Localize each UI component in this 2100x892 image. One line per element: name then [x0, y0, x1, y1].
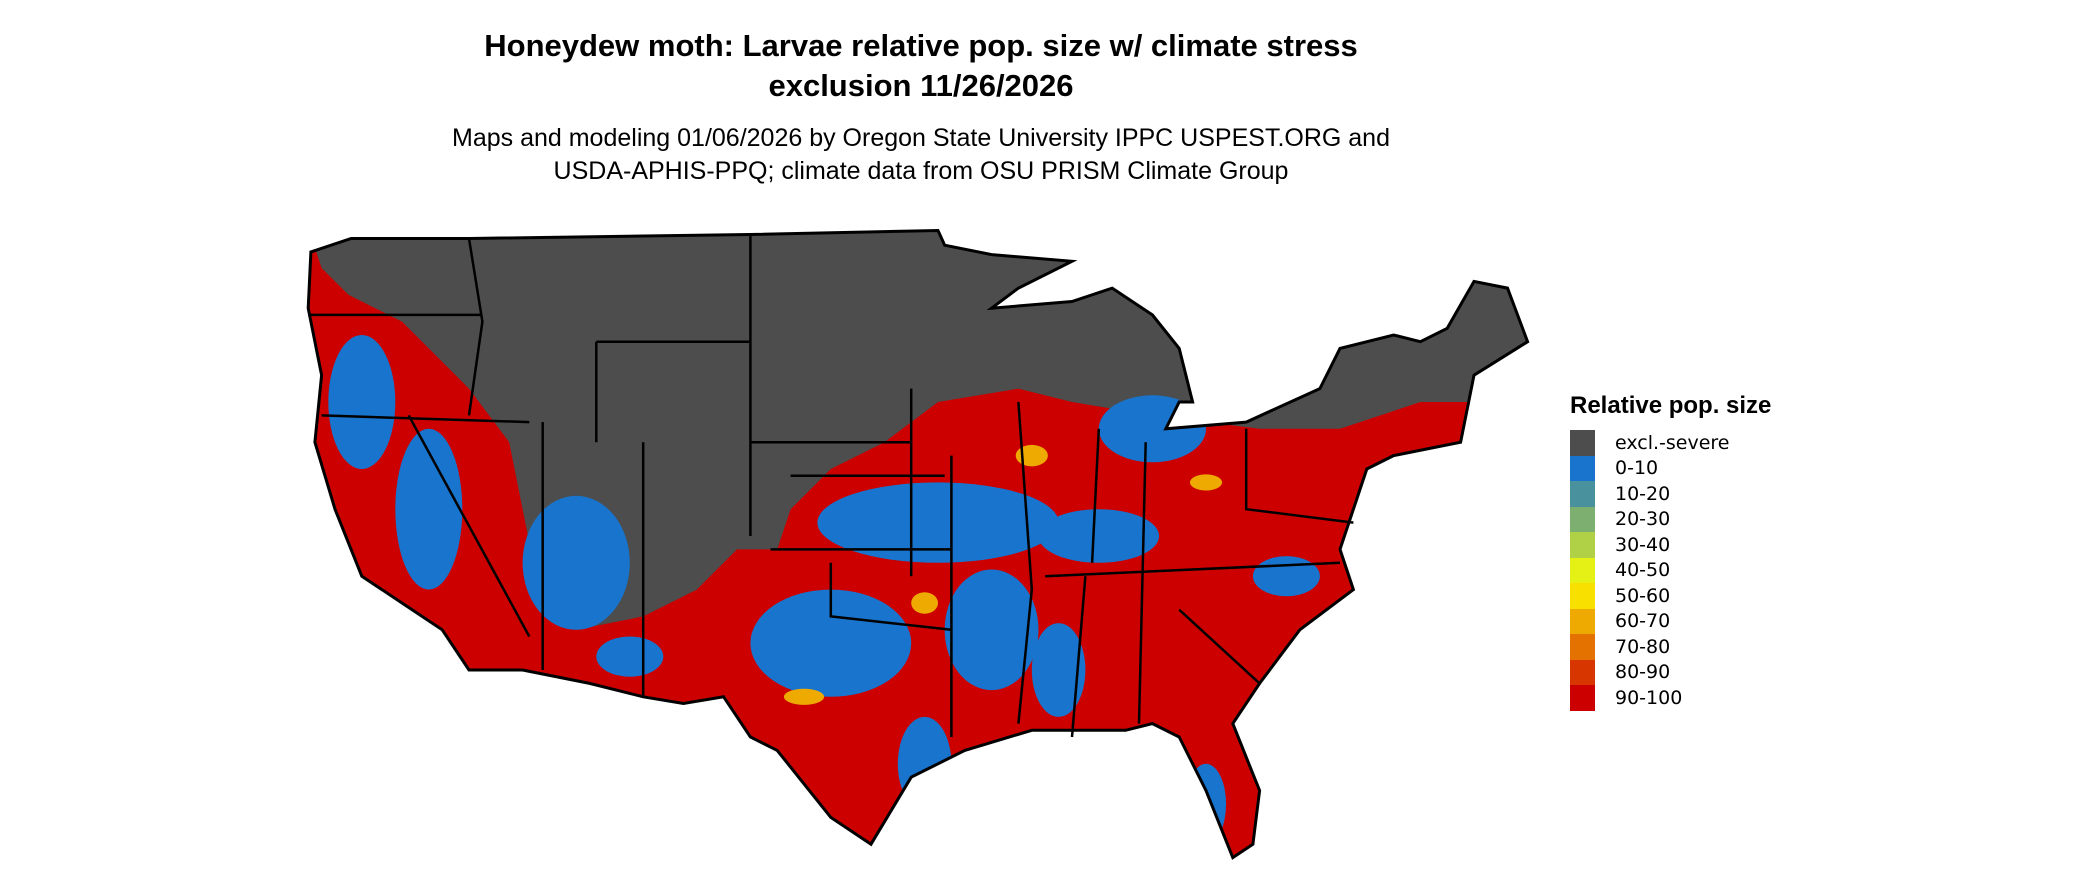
state-boundary	[467, 238, 484, 416]
legend-label: 60-70	[1615, 610, 1671, 633]
legend-swatch	[1570, 455, 1595, 481]
legend: Relative pop. size excl.-severe 0-10 10-20…	[1570, 392, 1771, 711]
legend-item: 10-20	[1570, 481, 1771, 507]
legend-swatch	[1570, 557, 1595, 583]
fill-low	[944, 569, 1039, 691]
fill-low	[596, 636, 664, 677]
state-boundary	[407, 414, 531, 638]
state-boundary	[1045, 561, 1341, 578]
legend-item: 0-10	[1570, 455, 1771, 481]
legend-label: 90-100	[1615, 686, 1683, 709]
legend-label: 20-30	[1615, 508, 1671, 531]
map-title-line1: Honeydew moth: Larvae relative pop. size…	[484, 28, 1358, 63]
legend-item: 40-50	[1570, 557, 1771, 583]
legend-swatch	[1570, 583, 1595, 609]
legend-label: 40-50	[1615, 559, 1671, 582]
fill-mid	[1189, 474, 1223, 491]
legend-label: excl.-severe	[1615, 431, 1730, 454]
map-subtitle-line2: USDA-APHIS-PPQ; climate data from OSU PR…	[553, 157, 1289, 185]
legend-item: 30-40	[1570, 532, 1771, 558]
legend-swatch	[1570, 481, 1595, 507]
state-boundary	[1178, 608, 1261, 685]
us-outline	[306, 228, 1530, 860]
fill-low	[897, 716, 952, 811]
legend-swatch	[1570, 532, 1595, 558]
legend-item: 60-70	[1570, 608, 1771, 634]
legend-label: 80-90	[1615, 661, 1671, 684]
fill-low	[1098, 395, 1206, 463]
state-boundary	[1070, 576, 1087, 738]
state-boundaries	[308, 234, 1354, 738]
fill-low	[817, 482, 1059, 563]
legend-swatch	[1570, 685, 1595, 711]
fill-low	[328, 335, 396, 469]
legend-swatch	[1570, 430, 1595, 456]
legend-swatch	[1570, 506, 1595, 532]
legend-item: 90-100	[1570, 685, 1771, 711]
legend-item: 70-80	[1570, 634, 1771, 660]
legend-label: 10-20	[1615, 482, 1671, 505]
map-subtitle-line1: Maps and modeling 01/06/2026 by Oregon S…	[452, 124, 1390, 152]
state-boundary	[1244, 428, 1354, 524]
map-title-line2: exclusion 11/26/2026	[768, 68, 1074, 103]
legend-label: 70-80	[1615, 635, 1671, 658]
fill-low	[395, 428, 463, 590]
legend-label: 50-60	[1615, 584, 1671, 607]
fill-mid	[911, 592, 938, 614]
state-boundary	[1137, 442, 1147, 724]
state-boundary	[829, 562, 952, 632]
state-boundary	[1017, 401, 1034, 724]
fill-low	[1038, 509, 1160, 563]
legend-swatch	[1570, 608, 1595, 634]
legend-swatch	[1570, 634, 1595, 660]
state-boundary	[1090, 428, 1101, 563]
legend-swatch	[1570, 659, 1595, 685]
legend-label: 0-10	[1615, 457, 1659, 480]
state-boundary	[321, 414, 530, 424]
legend-item: 50-60	[1570, 583, 1771, 609]
legend-label: 30-40	[1615, 533, 1671, 556]
legend-item: 80-90	[1570, 659, 1771, 685]
fill-low	[1031, 623, 1086, 717]
legend-item: excl.-severe	[1570, 430, 1771, 456]
fill-low	[1252, 556, 1320, 597]
fill-low	[750, 589, 912, 697]
fill-mid	[783, 688, 825, 705]
fill-low	[522, 495, 630, 630]
fill-low	[1185, 763, 1227, 845]
legend-title: Relative pop. size	[1570, 392, 1772, 419]
legend-item: 20-30	[1570, 506, 1771, 532]
